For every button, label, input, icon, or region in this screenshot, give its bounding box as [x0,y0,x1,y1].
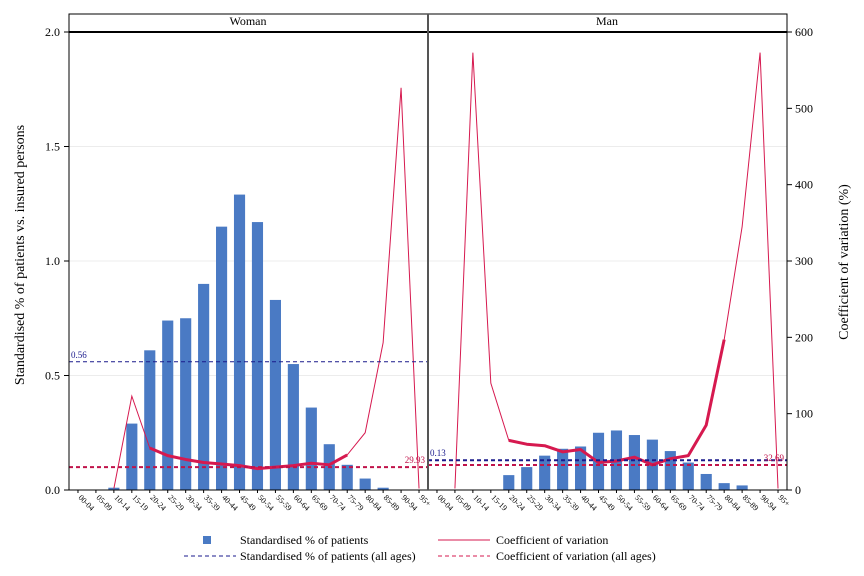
bar [126,423,138,490]
x-tick-label: 75-79 [346,493,366,513]
y-right-tick-label: 300 [795,254,813,268]
x-tick-label: 05-09 [454,493,474,513]
cv-line-thick [149,446,348,471]
ref-label-pct: 0.56 [71,350,87,360]
x-tick-label: 80-84 [723,493,743,513]
x-tick-label: 00-04 [436,493,456,513]
bar [736,485,748,490]
bar [233,194,246,490]
y-right-tick-label: 400 [795,178,813,192]
plot-layer: 0.5629.9300-0405-0910-1415-1920-2425-293… [45,13,813,513]
x-tick-label: 40-44 [579,493,599,513]
legend-bar-swatch [203,536,211,544]
x-tick-label: 25-29 [166,493,186,513]
y-left-tick-label: 1.5 [45,140,60,154]
bar [341,464,353,490]
x-tick-label: 35-39 [202,493,222,513]
x-tick-label: 20-24 [148,493,168,513]
y-axis-right-title: Coefficient of variation (%) [837,184,852,340]
bar [539,455,551,490]
x-tick-label: 80-84 [364,493,384,513]
x-tick-label: 15-19 [130,493,150,513]
ref-label-cv: 32.69 [764,453,785,463]
y-right-tick-label: 600 [795,25,813,39]
panel-title-woman: Woman [229,14,266,28]
x-tick-label: 00-04 [77,493,97,513]
y-left-tick-label: 0.5 [45,369,60,383]
x-tick-label: 30-34 [543,493,563,513]
bar [144,350,156,490]
bar [575,446,587,490]
y-right-tick-label: 200 [795,330,813,344]
cv-line [454,52,779,489]
x-tick-label: 05-09 [95,493,115,513]
x-tick-label: 95+ [418,493,434,509]
bar [216,226,228,490]
x-tick-label: 45-49 [597,493,617,513]
x-tick-label: 65-69 [310,493,330,513]
legend-label-cv: Coefficient of variation [496,533,608,547]
bar [251,222,264,490]
x-tick-label: 55-59 [633,493,653,513]
y-right-tick-label: 500 [795,101,813,115]
x-tick-label: 90-94 [759,493,779,513]
x-tick-label: 20-24 [507,493,527,513]
bar [287,364,299,490]
x-tick-label: 30-34 [184,493,204,513]
bar [162,320,174,490]
bar [628,435,640,490]
panel-title-man: Man [596,14,618,28]
x-tick-label: 85-89 [382,493,402,513]
legend-label-cv-all: Coefficient of variation (all ages) [496,549,656,563]
x-tick-label: 25-29 [525,493,545,513]
y-left-tick-label: 2.0 [45,25,60,39]
x-tick-label: 95+ [777,493,793,509]
bar [269,299,281,490]
y-right-tick-label: 0 [795,483,801,497]
x-tick-label: 35-39 [561,493,581,513]
bar [180,318,192,490]
x-tick-label: 55-59 [274,493,294,513]
x-tick-label: 45-49 [238,493,258,513]
cv-line-thick [508,339,726,467]
x-tick-label: 10-14 [471,493,491,513]
bar [108,487,120,490]
bar [305,407,317,490]
x-tick-label: 50-54 [615,493,635,513]
bar [377,487,389,490]
bar [198,283,210,490]
y-left-tick-label: 0.0 [45,483,60,497]
bar [664,451,676,490]
bar [682,462,694,490]
bar [700,473,712,490]
y-axis-left-title: Standardised % of patients vs. insured p… [13,125,28,385]
x-tick-label: 90-94 [400,493,420,513]
x-tick-label: 10-14 [112,493,132,513]
x-tick-label: 60-64 [651,493,671,513]
x-tick-label: 60-64 [292,493,312,513]
x-tick-label: 70-74 [687,493,707,513]
legend-label-pct-all: Standardised % of patients (all ages) [240,549,416,563]
x-tick-label: 70-74 [328,493,348,513]
y-left-tick-label: 1.0 [45,254,60,268]
legend-label-pct: Standardised % of patients [240,533,369,547]
x-tick-label: 85-89 [741,493,761,513]
ref-label-cv: 29.93 [405,455,426,465]
bar [521,467,533,490]
x-tick-label: 40-44 [220,493,240,513]
x-tick-label: 15-19 [489,493,509,513]
bar [557,448,569,490]
bar [718,483,730,490]
x-tick-label: 75-79 [705,493,725,513]
bar [359,478,371,490]
bar [503,475,515,490]
x-tick-label: 50-54 [256,493,276,513]
y-right-tick-label: 100 [795,407,813,421]
legend: Standardised % of patients Coefficient o… [184,533,656,563]
ref-label-pct: 0.13 [430,448,446,458]
x-tick-label: 65-69 [669,493,689,513]
cv-line [113,87,420,489]
